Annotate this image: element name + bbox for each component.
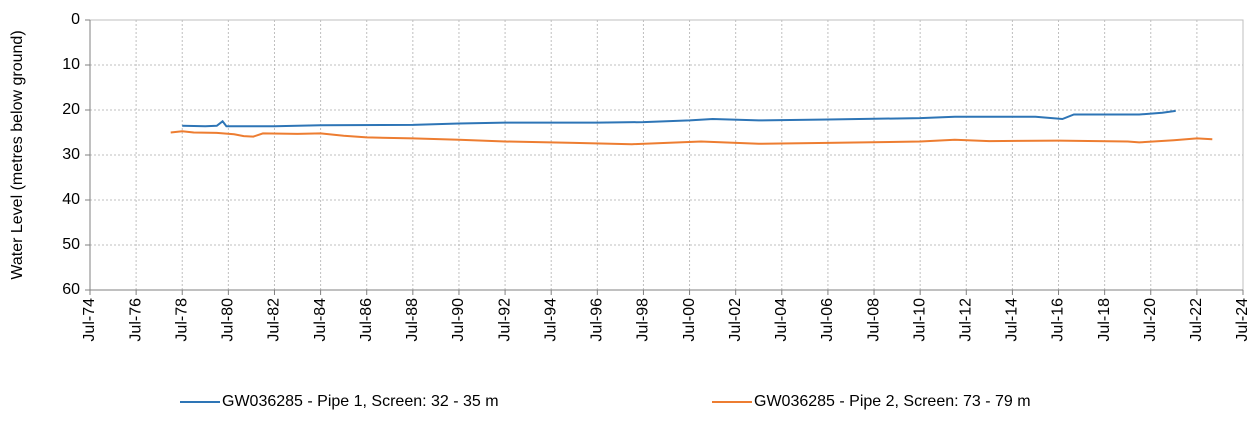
x-tick-label: Jul-76: [127, 298, 144, 342]
x-tick-label: Jul-96: [589, 298, 606, 342]
x-tick-label: Jul-78: [173, 298, 190, 342]
x-tick-label: Jul-98: [635, 298, 652, 342]
y-tick-label: 20: [62, 101, 80, 118]
x-tick-label: Jul-90: [450, 298, 467, 342]
x-tick-label: Jul-22: [1188, 298, 1205, 342]
x-tick-label: Jul-10: [911, 298, 928, 342]
y-tick-label: 30: [62, 146, 80, 163]
x-tick-label: Jul-02: [727, 298, 744, 342]
x-tick-label: Jul-06: [819, 298, 836, 342]
x-tick-label: Jul-24: [1234, 298, 1251, 342]
y-tick-label: 0: [71, 11, 80, 28]
x-tick-label: Jul-84: [312, 298, 329, 342]
y-axis-label: Water Level (metres below ground): [9, 30, 26, 279]
x-tick-label: Jul-00: [681, 298, 698, 342]
x-tick-label: Jul-04: [773, 298, 790, 342]
x-tick-label: Jul-86: [358, 298, 375, 342]
x-tick-label: Jul-16: [1050, 298, 1067, 342]
y-tick-label: 60: [62, 281, 80, 298]
y-tick-label: 40: [62, 191, 80, 208]
series-line: [182, 109, 1176, 128]
x-tick-label: Jul-82: [266, 298, 283, 342]
y-tick-label: 50: [62, 236, 80, 253]
x-tick-label: Jul-12: [957, 298, 974, 342]
x-tick-label: Jul-80: [220, 298, 237, 342]
y-tick-label: 10: [62, 56, 80, 73]
x-tick-label: Jul-94: [542, 298, 559, 342]
x-tick-label: Jul-18: [1096, 298, 1113, 342]
x-tick-label: Jul-08: [865, 298, 882, 342]
x-tick-label: Jul-92: [496, 298, 513, 342]
series-line: [170, 130, 1213, 146]
legend-label: GW036285 - Pipe 1, Screen: 32 - 35 m: [222, 393, 499, 410]
x-tick-label: Jul-74: [81, 298, 98, 342]
x-tick-label: Jul-88: [404, 298, 421, 342]
x-tick-label: Jul-14: [1004, 298, 1021, 342]
legend-label: GW036285 - Pipe 2, Screen: 73 - 79 m: [754, 393, 1031, 410]
x-tick-label: Jul-20: [1142, 298, 1159, 342]
